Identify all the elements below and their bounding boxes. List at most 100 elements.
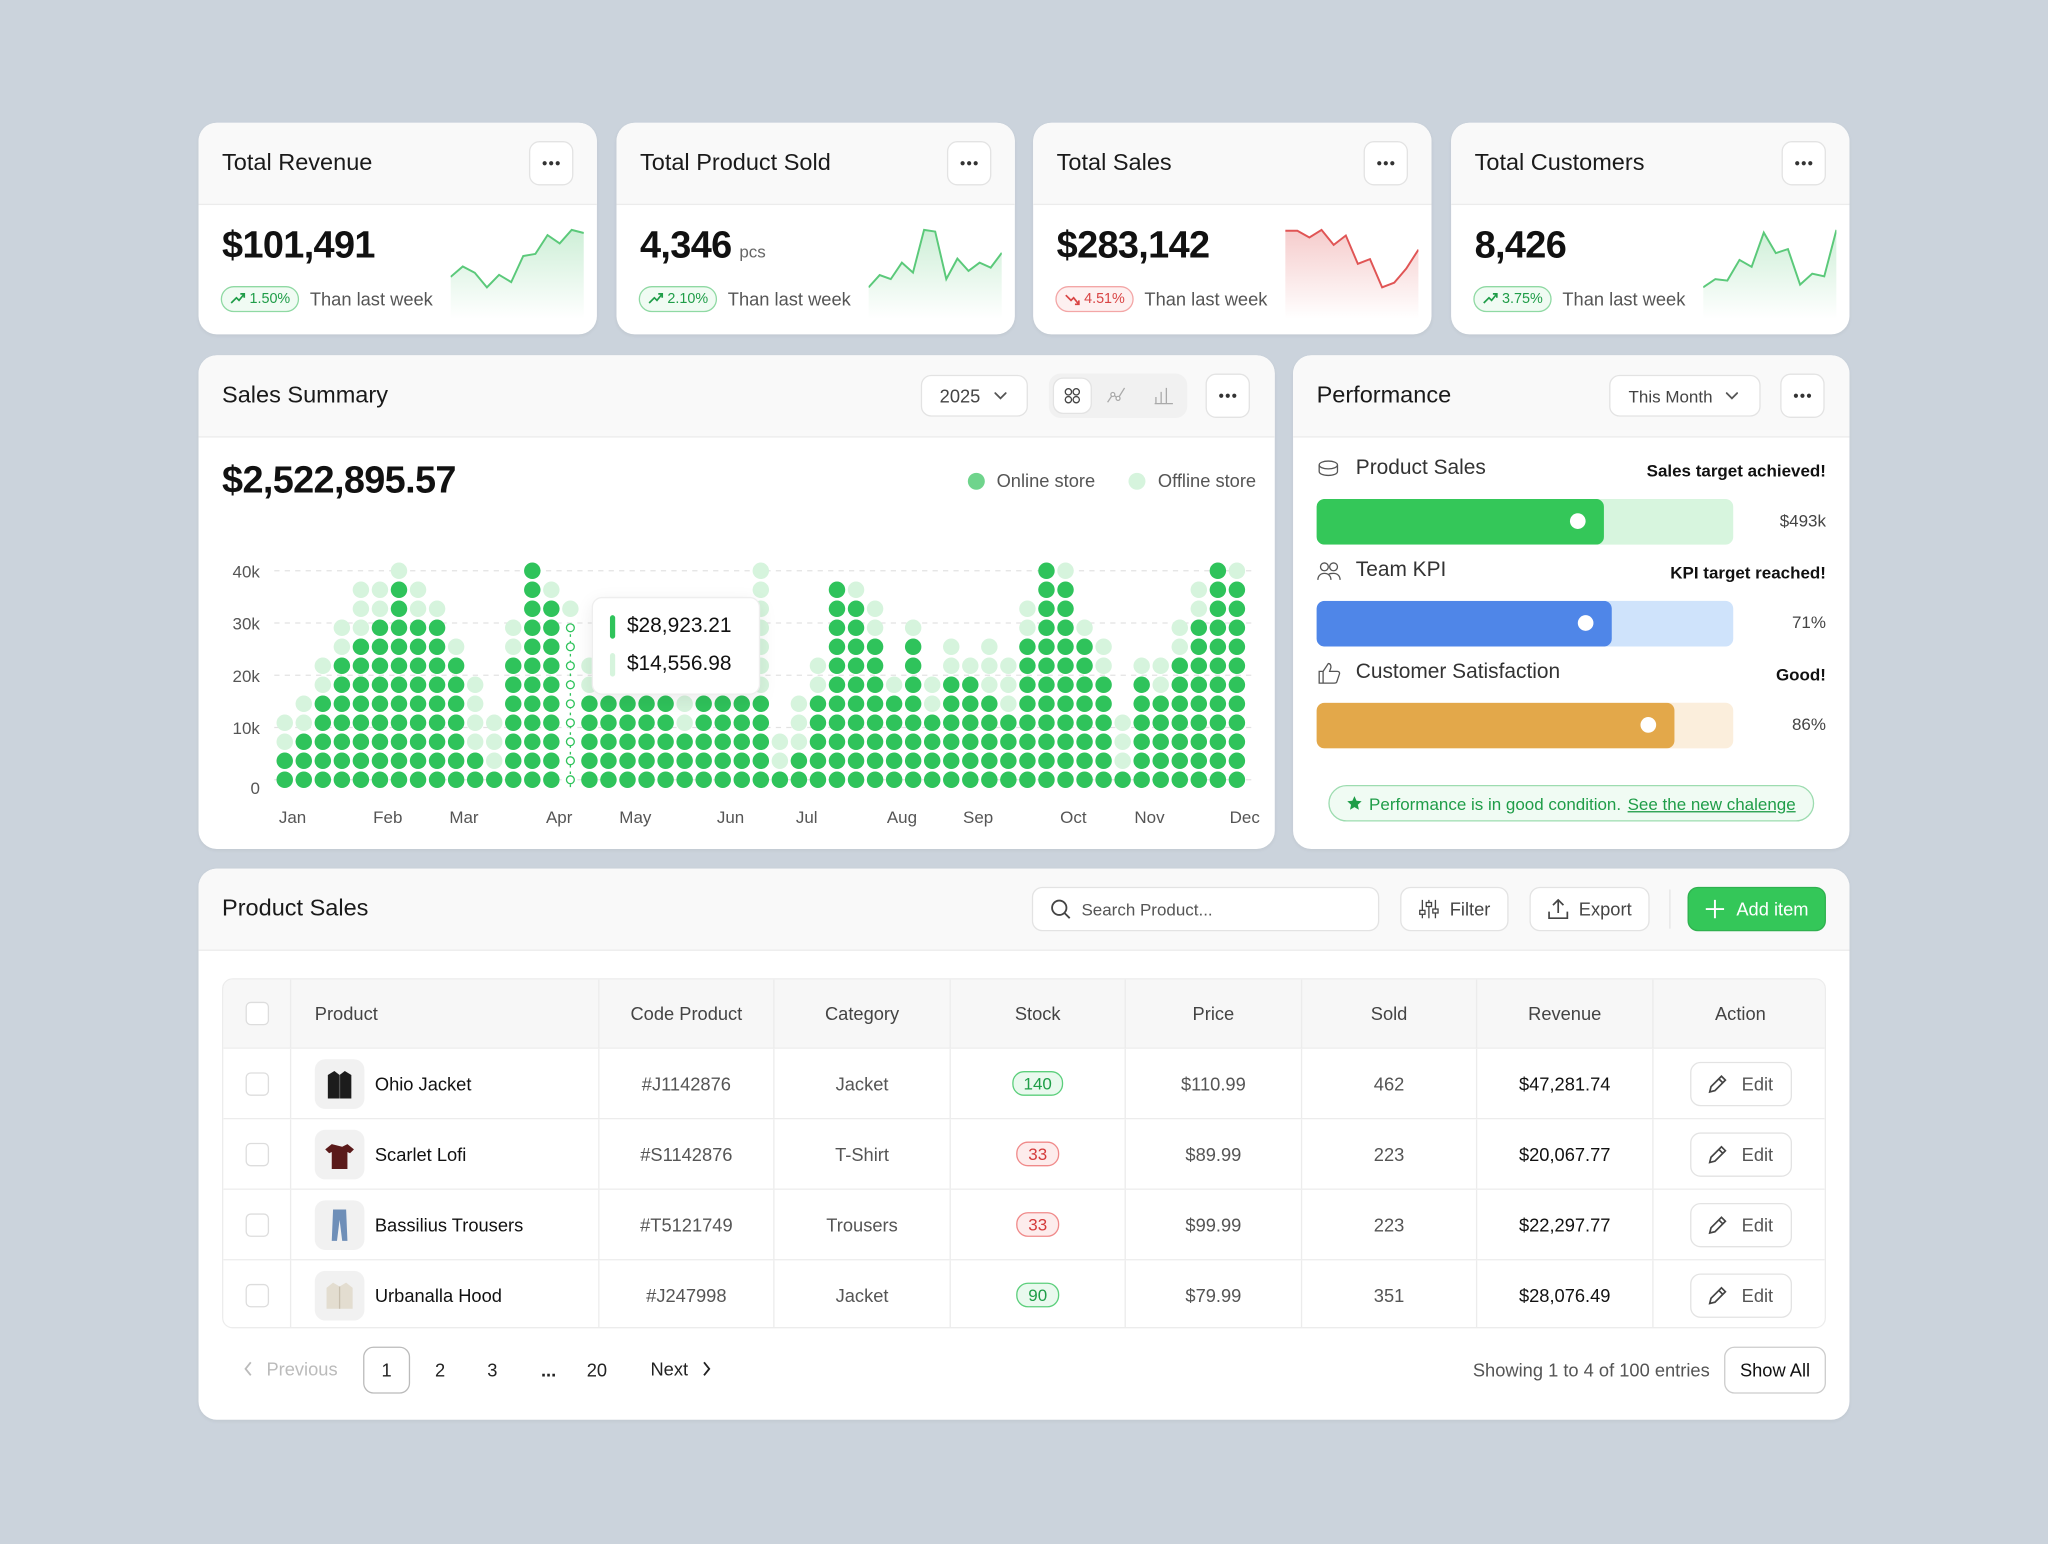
online-dot — [828, 733, 846, 750]
more-icon — [1377, 161, 1395, 166]
chevron-icon-part — [993, 392, 1007, 400]
sparkline — [1285, 228, 1419, 319]
dot-column — [981, 638, 998, 788]
year-select[interactable]: 2025 — [920, 374, 1028, 417]
search-placeholder: Search Product... — [1081, 899, 1213, 919]
offline-dot — [866, 600, 884, 618]
edit-button[interactable]: Edit — [1689, 1272, 1792, 1318]
table-cell: Edit — [1654, 1190, 1825, 1259]
offline-dot — [752, 562, 770, 580]
offline-dot — [847, 581, 865, 599]
checkbox[interactable] — [244, 1283, 269, 1307]
online-dot — [657, 695, 674, 712]
page-button[interactable]: ... — [540, 1359, 557, 1381]
online-dot — [1133, 733, 1150, 750]
table-cell: Scarlet Lofi — [291, 1119, 600, 1189]
online-dot — [638, 771, 655, 788]
toolbar-button[interactable]: Filter — [1400, 886, 1509, 932]
menu-button[interactable] — [1205, 373, 1250, 418]
offline-dot — [981, 676, 998, 693]
offline-dot — [1190, 600, 1208, 618]
show-all-button[interactable]: Show All — [1724, 1346, 1826, 1394]
button-icon-part — [1706, 899, 1725, 919]
previous-button[interactable]: Previous — [242, 1358, 338, 1379]
online-dot — [1019, 657, 1036, 674]
checkbox[interactable] — [244, 1212, 269, 1237]
status-text: Performance is in good condition. — [1369, 793, 1622, 814]
online-dot — [428, 657, 446, 674]
toolbar-button[interactable]: Add item — [1687, 886, 1826, 932]
button-label: Export — [1578, 898, 1632, 920]
chevron-icon — [1725, 392, 1739, 400]
table-cell: Category — [775, 979, 951, 1048]
table-cell: $99.99 — [1126, 1189, 1303, 1260]
metric-icon — [1317, 562, 1341, 580]
toggle-bar[interactable] — [1153, 387, 1174, 412]
online-dot — [962, 695, 979, 712]
online-dot — [1095, 733, 1112, 750]
chevron-right — [703, 1361, 711, 1376]
online-dot — [695, 771, 712, 788]
product-table: Product Code Product Category Stock Price Sol… — [222, 978, 1826, 1329]
column-header: Action — [1714, 1003, 1766, 1024]
page-button[interactable]: 1 — [363, 1346, 411, 1394]
legend-label: Offline store — [1157, 470, 1257, 492]
online-dot — [1019, 676, 1036, 693]
checkbox[interactable] — [244, 1001, 269, 1026]
bar-icon-part — [1154, 387, 1173, 405]
edit-button[interactable]: Edit — [1689, 1202, 1792, 1247]
dot-column — [1019, 600, 1036, 788]
menu-button[interactable] — [528, 141, 574, 186]
checkbox[interactable] — [244, 1142, 269, 1166]
online-dot — [409, 619, 427, 636]
sparkline-area — [1703, 229, 1837, 319]
status-link[interactable]: See the new chalenge — [1627, 793, 1796, 814]
online-dot — [1209, 619, 1227, 636]
menu-button[interactable] — [1363, 141, 1408, 186]
menu-button[interactable] — [946, 141, 992, 186]
offline-dot — [485, 733, 503, 750]
toggle-grid[interactable] — [1052, 377, 1092, 415]
online-dot — [714, 714, 731, 731]
page-button[interactable]: 20 — [586, 1359, 608, 1381]
period-select[interactable]: This Month — [1609, 374, 1761, 417]
dot-column — [485, 714, 503, 788]
online-dot — [524, 638, 541, 655]
edit-button[interactable]: Edit — [1689, 1061, 1792, 1106]
trend-icon-part — [230, 293, 246, 304]
online-dot — [371, 657, 389, 674]
pencil-icon — [1709, 1144, 1728, 1163]
page-button[interactable]: 3 — [487, 1359, 498, 1381]
online-dot — [1057, 714, 1074, 731]
legend-swatch — [1129, 472, 1147, 490]
metric-value: $493k — [1779, 510, 1826, 531]
offline-dot — [923, 676, 941, 693]
online-dot — [543, 657, 560, 674]
edit-button[interactable]: Edit — [1689, 1131, 1792, 1177]
search-input[interactable]: Search Product... — [1031, 886, 1380, 932]
cell-text: $22,297.77 — [1518, 1214, 1611, 1235]
online-dot — [1171, 657, 1188, 674]
online-dot — [1209, 752, 1227, 769]
next-button[interactable]: Next — [650, 1358, 712, 1379]
menu-button[interactable] — [1781, 141, 1826, 186]
online-dot — [524, 619, 541, 636]
online-dot — [581, 752, 598, 769]
toggle-line[interactable] — [1106, 387, 1127, 412]
metric-label: Product Sales — [1355, 457, 1486, 480]
online-dot — [524, 581, 541, 599]
page-button[interactable]: 2 — [435, 1359, 446, 1381]
trend-icon — [648, 293, 664, 304]
offline-dot — [962, 657, 979, 674]
online-dot — [809, 695, 827, 712]
table-cell: $28,076.49 — [1477, 1260, 1654, 1328]
toolbar-button[interactable]: Export — [1529, 886, 1650, 932]
online-dot — [409, 771, 427, 788]
x-tick-label: Mar — [449, 808, 479, 827]
offline-dot — [981, 638, 998, 655]
menu-button[interactable] — [1780, 373, 1825, 418]
online-dot — [828, 600, 846, 618]
online-dot — [371, 714, 389, 731]
checkbox[interactable] — [244, 1071, 269, 1096]
offline-dot — [505, 619, 522, 636]
